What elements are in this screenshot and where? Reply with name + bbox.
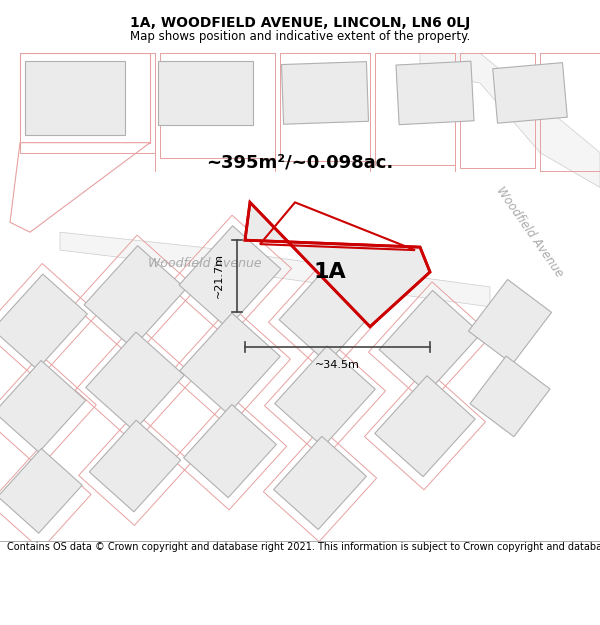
- Polygon shape: [470, 356, 550, 437]
- Polygon shape: [25, 61, 125, 135]
- Polygon shape: [396, 61, 474, 124]
- Polygon shape: [493, 62, 567, 123]
- Text: Woodfield Avenue: Woodfield Avenue: [148, 256, 262, 269]
- Text: ~34.5m: ~34.5m: [315, 359, 360, 369]
- Polygon shape: [157, 61, 253, 125]
- Text: 1A: 1A: [314, 262, 346, 282]
- Text: Map shows position and indicative extent of the property.: Map shows position and indicative extent…: [130, 30, 470, 43]
- Polygon shape: [0, 361, 86, 452]
- Text: ~21.7m: ~21.7m: [214, 254, 224, 299]
- Polygon shape: [20, 53, 150, 143]
- Polygon shape: [279, 261, 381, 363]
- Polygon shape: [245, 202, 430, 327]
- Polygon shape: [60, 232, 490, 307]
- Polygon shape: [86, 332, 184, 431]
- Text: ~395m²/~0.098ac.: ~395m²/~0.098ac.: [206, 154, 394, 172]
- Text: Woodfield Avenue: Woodfield Avenue: [494, 184, 566, 280]
- Polygon shape: [281, 62, 368, 124]
- Polygon shape: [469, 279, 551, 364]
- Polygon shape: [180, 313, 280, 414]
- Polygon shape: [420, 53, 600, 187]
- Text: 1A, WOODFIELD AVENUE, LINCOLN, LN6 0LJ: 1A, WOODFIELD AVENUE, LINCOLN, LN6 0LJ: [130, 16, 470, 29]
- Text: Contains OS data © Crown copyright and database right 2021. This information is : Contains OS data © Crown copyright and d…: [7, 542, 600, 552]
- Polygon shape: [84, 246, 186, 348]
- Polygon shape: [379, 291, 481, 393]
- Polygon shape: [375, 376, 475, 477]
- Polygon shape: [274, 436, 367, 529]
- Polygon shape: [179, 226, 281, 328]
- Polygon shape: [184, 404, 277, 498]
- Polygon shape: [0, 449, 82, 533]
- Polygon shape: [10, 142, 150, 232]
- Polygon shape: [89, 420, 181, 512]
- Polygon shape: [275, 346, 375, 447]
- Polygon shape: [0, 274, 88, 369]
